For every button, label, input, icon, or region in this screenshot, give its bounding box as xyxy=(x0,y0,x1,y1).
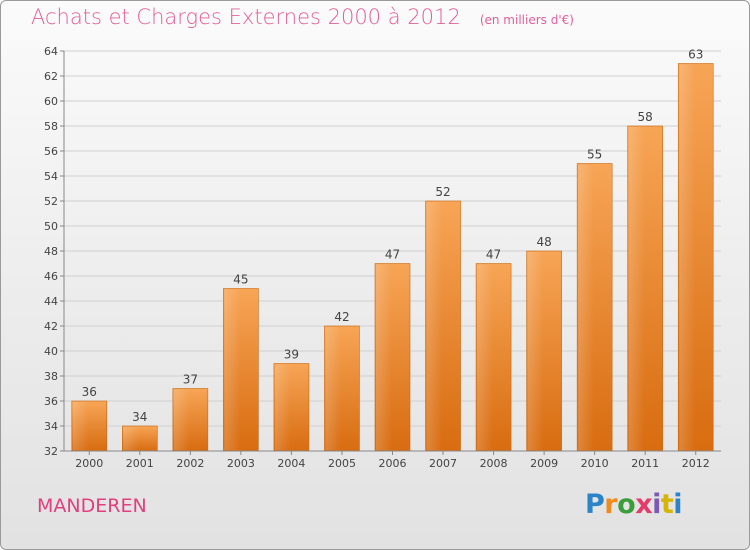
bar-highlight xyxy=(477,264,493,450)
x-tick-label: 2010 xyxy=(581,457,609,470)
logo-letter: i xyxy=(673,489,683,520)
x-tick-label: 2007 xyxy=(429,457,457,470)
x-tick-label: 2003 xyxy=(227,457,255,470)
y-tick-label: 46 xyxy=(44,270,58,283)
bar-highlight xyxy=(628,127,645,450)
data-label: 58 xyxy=(638,110,653,124)
chart-title-text: Achats et Charges Externes 2000 à 2012 xyxy=(31,5,461,29)
y-tick-label: 32 xyxy=(44,445,58,458)
data-label: 36 xyxy=(82,385,97,399)
x-tick-label: 2000 xyxy=(75,457,103,470)
x-tick-label: 2004 xyxy=(277,457,305,470)
y-tick-label: 36 xyxy=(44,395,58,408)
x-tick-label: 2001 xyxy=(126,457,154,470)
proxiti-logo: Proxiti xyxy=(585,489,683,520)
y-tick-label: 54 xyxy=(44,170,58,183)
x-tick-label: 2008 xyxy=(480,457,508,470)
bar-highlight xyxy=(426,202,443,450)
x-tick-label: 2011 xyxy=(631,457,659,470)
bar-highlight xyxy=(123,427,140,450)
data-labels: 36 34 37 45 39 42 47 52 47 48 55 58 63 xyxy=(82,48,704,425)
data-label: 55 xyxy=(587,148,602,162)
y-tick-label: 44 xyxy=(44,295,58,308)
y-tick-label: 48 xyxy=(44,245,58,258)
logo-letter: P xyxy=(585,489,605,520)
y-tick-label: 58 xyxy=(44,120,58,133)
bar-highlight xyxy=(224,289,241,450)
data-label: 34 xyxy=(132,410,147,424)
data-label: 48 xyxy=(536,235,551,249)
bar-highlight xyxy=(72,402,89,450)
data-label: 42 xyxy=(334,310,349,324)
logo-letter: o xyxy=(617,489,636,520)
bar-highlight xyxy=(527,252,544,450)
x-axis-ticks: 2000 2001 2002 2003 2004 2005 2006 2007 2008 2009… xyxy=(75,451,710,470)
bars xyxy=(71,63,714,452)
data-label: 37 xyxy=(183,373,198,387)
x-tick-label: 2009 xyxy=(530,457,558,470)
bar-highlight xyxy=(173,389,190,450)
data-label: 47 xyxy=(486,248,501,262)
chart-unit: (en milliers d'€) xyxy=(479,13,574,27)
data-label: 47 xyxy=(385,248,400,262)
y-tick-label: 60 xyxy=(44,95,58,108)
data-label: 39 xyxy=(284,348,299,362)
x-tick-label: 2006 xyxy=(379,457,407,470)
x-tick-label: 2002 xyxy=(176,457,204,470)
data-label: 63 xyxy=(688,48,703,62)
data-label: 52 xyxy=(435,185,450,199)
chart-title: Achats et Charges Externes 2000 à 2012 (… xyxy=(31,5,574,29)
x-tick-label: 2005 xyxy=(328,457,356,470)
y-tick-label: 64 xyxy=(44,45,58,58)
logo-letter: x xyxy=(635,489,653,520)
y-tick-label: 34 xyxy=(44,420,58,433)
y-axis-ticks: 32 34 36 38 40 42 44 46 48 50 52 54 56 58 60 62 64 xyxy=(44,45,64,458)
axes xyxy=(63,51,721,452)
bar-highlight xyxy=(376,264,392,450)
y-tick-label: 42 xyxy=(44,320,58,333)
bar-highlight xyxy=(679,64,695,450)
y-tick-label: 38 xyxy=(44,370,58,383)
commune-name: MANDEREN xyxy=(37,495,147,517)
x-tick-label: 2012 xyxy=(682,457,710,470)
bar-highlight xyxy=(325,327,342,450)
logo-letter: i xyxy=(652,489,661,520)
data-label: 45 xyxy=(233,273,248,287)
logo-letter: t xyxy=(660,489,674,520)
logo-letter: r xyxy=(604,489,618,520)
y-tick-label: 52 xyxy=(44,195,58,208)
y-tick-label: 62 xyxy=(44,70,58,83)
bar-highlight xyxy=(274,364,291,450)
y-tick-label: 56 xyxy=(44,145,58,158)
bar-highlight xyxy=(578,164,594,450)
y-tick-label: 50 xyxy=(44,220,58,233)
y-tick-label: 40 xyxy=(44,345,58,358)
